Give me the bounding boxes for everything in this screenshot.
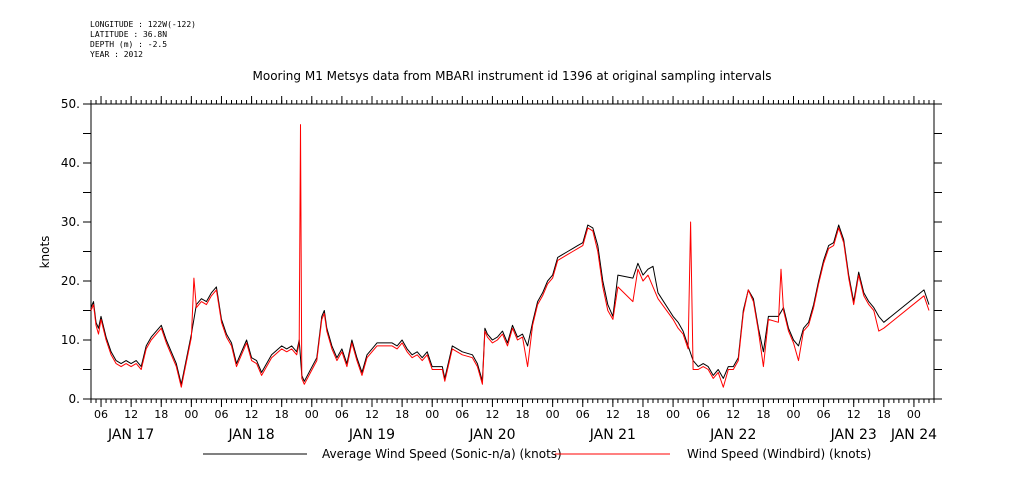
station-metadata: LONGITUDE : 122W(-122) LATITUDE : 36.8N …	[90, 20, 196, 60]
y-tick-label: 50.	[61, 97, 80, 111]
axes: 0. 10. 20. 30. 40. 50. 06 12 18 00 06 12 18 00 06 12 18 0…	[61, 96, 942, 443]
x-hour-label: 06	[817, 408, 831, 421]
year-label: YEAR : 2012	[90, 50, 143, 59]
y-tick-label: 10.	[61, 333, 80, 347]
latitude-label: LATITUDE : 36.8N	[90, 30, 168, 39]
legend: Average Wind Speed (Sonic-n/a) (knots) Wi…	[203, 447, 871, 461]
x-hour-label: 00	[184, 408, 198, 421]
plot-frame	[90, 103, 935, 400]
series-line-average-wind-speed	[90, 224, 930, 385]
series-line-windbird-wind-speed	[90, 124, 930, 388]
x-hour-label: 18	[636, 408, 650, 421]
x-hour-label: 12	[726, 408, 740, 421]
x-hour-label: 06	[696, 408, 710, 421]
x-hour-label: 18	[756, 408, 770, 421]
y-tick-label: 40.	[61, 156, 80, 170]
x-day-label: JAN 23	[830, 427, 877, 443]
x-day-label: JAN 19	[348, 427, 395, 443]
x-hour-label: 06	[335, 408, 349, 421]
x-hour-label: 00	[425, 408, 439, 421]
x-hour-label: 18	[395, 408, 409, 421]
y-tick-label: 0.	[69, 392, 80, 406]
x-hour-label: 12	[365, 408, 379, 421]
y-axis-label: knots	[38, 236, 52, 269]
x-hour-label: 00	[666, 408, 680, 421]
chart-title: Mooring M1 Metsys data from MBARI instru…	[253, 69, 772, 83]
x-hour-label: 00	[907, 408, 921, 421]
legend-label: Average Wind Speed (Sonic-n/a) (knots)	[322, 447, 562, 461]
x-day-label: JAN 21	[589, 427, 636, 443]
x-hour-label: 18	[275, 408, 289, 421]
plot-lines	[90, 124, 930, 388]
x-hour-label: 18	[154, 408, 168, 421]
x-day-label: JAN 24	[890, 427, 937, 443]
x-hour-label: 06	[94, 408, 108, 421]
x-hour-label: 12	[124, 408, 138, 421]
y-tick-label: 20.	[61, 274, 80, 288]
x-hour-label: 18	[877, 408, 891, 421]
x-day-label: JAN 22	[709, 427, 756, 443]
x-day-label: JAN 17	[107, 427, 154, 443]
x-hour-label: 06	[576, 408, 590, 421]
x-hour-label: 00	[787, 408, 801, 421]
x-hour-label: 12	[245, 408, 259, 421]
x-hour-label: 12	[606, 408, 620, 421]
x-hour-label: 00	[546, 408, 560, 421]
x-hour-label: 12	[485, 408, 499, 421]
legend-label: Wind Speed (Windbird) (knots)	[687, 447, 871, 461]
x-hour-label: 06	[214, 408, 228, 421]
depth-label: DEPTH (m) : -2.5	[90, 40, 168, 49]
x-hour-label: 00	[305, 408, 319, 421]
x-day-label: JAN 18	[227, 427, 274, 443]
x-hour-label: 12	[847, 408, 861, 421]
x-hour-label: 18	[516, 408, 530, 421]
x-hour-label: 06	[455, 408, 469, 421]
longitude-label: LONGITUDE : 122W(-122)	[90, 20, 196, 29]
y-tick-label: 30.	[61, 215, 80, 229]
x-day-label: JAN 20	[468, 427, 515, 443]
